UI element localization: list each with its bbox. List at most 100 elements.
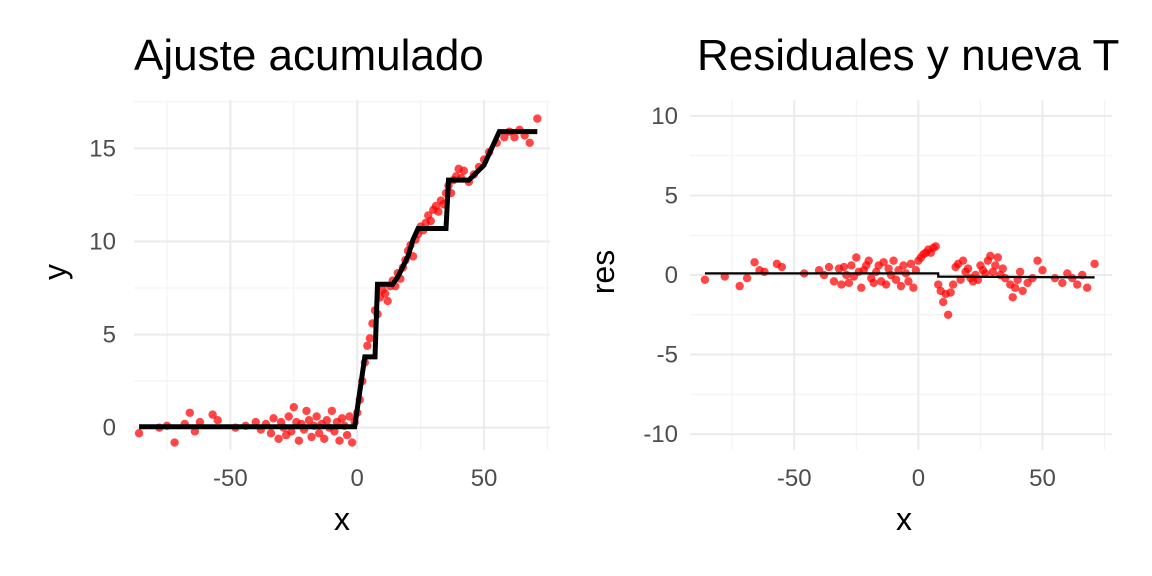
data-point <box>289 402 299 412</box>
data-point <box>847 261 856 270</box>
data-point <box>998 264 1007 273</box>
data-point <box>1010 283 1020 292</box>
y-tick-label: 10 <box>89 228 116 255</box>
data-point <box>824 262 834 272</box>
data-point <box>988 267 998 277</box>
data-point <box>170 438 179 447</box>
data-point <box>320 434 329 444</box>
data-point <box>533 114 542 123</box>
data-point <box>251 417 260 427</box>
data-point <box>819 270 829 280</box>
data-point <box>365 334 375 343</box>
data-point <box>287 427 296 436</box>
data-point <box>760 267 769 277</box>
data-point <box>1058 278 1067 288</box>
x-axis-title: x <box>334 501 350 537</box>
data-point <box>337 414 347 423</box>
x-tick-label: 50 <box>1029 465 1056 492</box>
data-point <box>510 133 519 142</box>
y-tick-label: 5 <box>103 322 116 349</box>
data-point <box>735 281 744 291</box>
x-tick-label: 0 <box>912 465 925 492</box>
data-point <box>869 278 878 288</box>
data-point <box>879 258 888 267</box>
data-series <box>700 242 1099 319</box>
data-point <box>459 166 468 175</box>
data-point <box>185 408 195 417</box>
fit-line <box>704 272 1095 279</box>
x-tick-labels: -50 0 50 <box>777 465 1056 492</box>
data-point <box>1082 283 1092 292</box>
data-point <box>342 430 352 440</box>
data-point <box>700 275 710 284</box>
data-point <box>322 416 331 425</box>
data-point <box>993 253 1003 262</box>
data-point <box>345 412 354 421</box>
data-point <box>1073 280 1082 289</box>
data-point <box>134 429 144 438</box>
y-tick-labels: 0 5 10 15 <box>89 135 116 441</box>
data-point <box>986 251 995 261</box>
data-point <box>909 283 918 292</box>
chart-ajuste-acumulado: Ajuste acumulado -50 0 50 0 5 10 15 x y <box>37 31 550 537</box>
data-point <box>857 283 866 292</box>
data-point <box>904 277 913 286</box>
data-point <box>1090 259 1099 269</box>
y-tick-label: 15 <box>89 135 116 162</box>
data-point <box>330 427 339 436</box>
data-point <box>213 416 222 425</box>
y-tick-label: 0 <box>103 415 116 442</box>
data-point <box>742 273 752 283</box>
y-tick-label: 5 <box>665 182 678 209</box>
data-point <box>383 296 392 306</box>
data-point <box>284 412 293 421</box>
data-point <box>889 256 898 265</box>
data-point <box>1008 293 1017 302</box>
data-point <box>269 414 278 423</box>
data-point <box>881 280 891 289</box>
data-point <box>891 275 901 284</box>
data-point <box>931 242 940 251</box>
data-point <box>307 432 316 442</box>
data-point <box>1015 267 1025 277</box>
data-point <box>906 259 916 269</box>
y-tick-labels: -10 -5 0 5 10 <box>643 103 678 448</box>
data-point <box>844 278 854 288</box>
data-point <box>335 436 344 445</box>
x-tick-label: -50 <box>777 465 812 492</box>
data-point <box>363 341 372 350</box>
data-point <box>842 270 851 280</box>
y-axis-title: res <box>585 250 621 294</box>
x-tick-label: 50 <box>471 465 498 492</box>
data-point <box>946 288 955 297</box>
x-axis-title: x <box>896 501 912 537</box>
data-point <box>1038 266 1047 275</box>
y-axis-title: y <box>37 264 73 280</box>
x-tick-label: 0 <box>351 465 364 492</box>
data-point <box>934 280 943 289</box>
data-point <box>327 406 337 416</box>
data-point <box>829 277 839 286</box>
fit-line <box>139 129 538 430</box>
data-point <box>426 216 435 226</box>
data-point <box>750 258 759 267</box>
data-point <box>380 289 390 298</box>
chart-title: Residuales y nueva T <box>697 31 1119 80</box>
data-point <box>208 410 217 419</box>
data-point <box>958 256 968 265</box>
x-tick-label: -50 <box>213 465 248 492</box>
data-point <box>1018 286 1027 296</box>
data-point <box>294 436 304 445</box>
data-point <box>939 297 948 307</box>
data-point <box>434 207 443 216</box>
data-point <box>195 417 205 427</box>
y-tick-label: 0 <box>665 262 678 289</box>
data-point <box>190 427 200 436</box>
gridlines <box>690 100 1112 450</box>
data-point <box>839 262 849 272</box>
data-point <box>884 264 893 273</box>
data-point <box>852 253 861 262</box>
data-point <box>943 310 953 319</box>
